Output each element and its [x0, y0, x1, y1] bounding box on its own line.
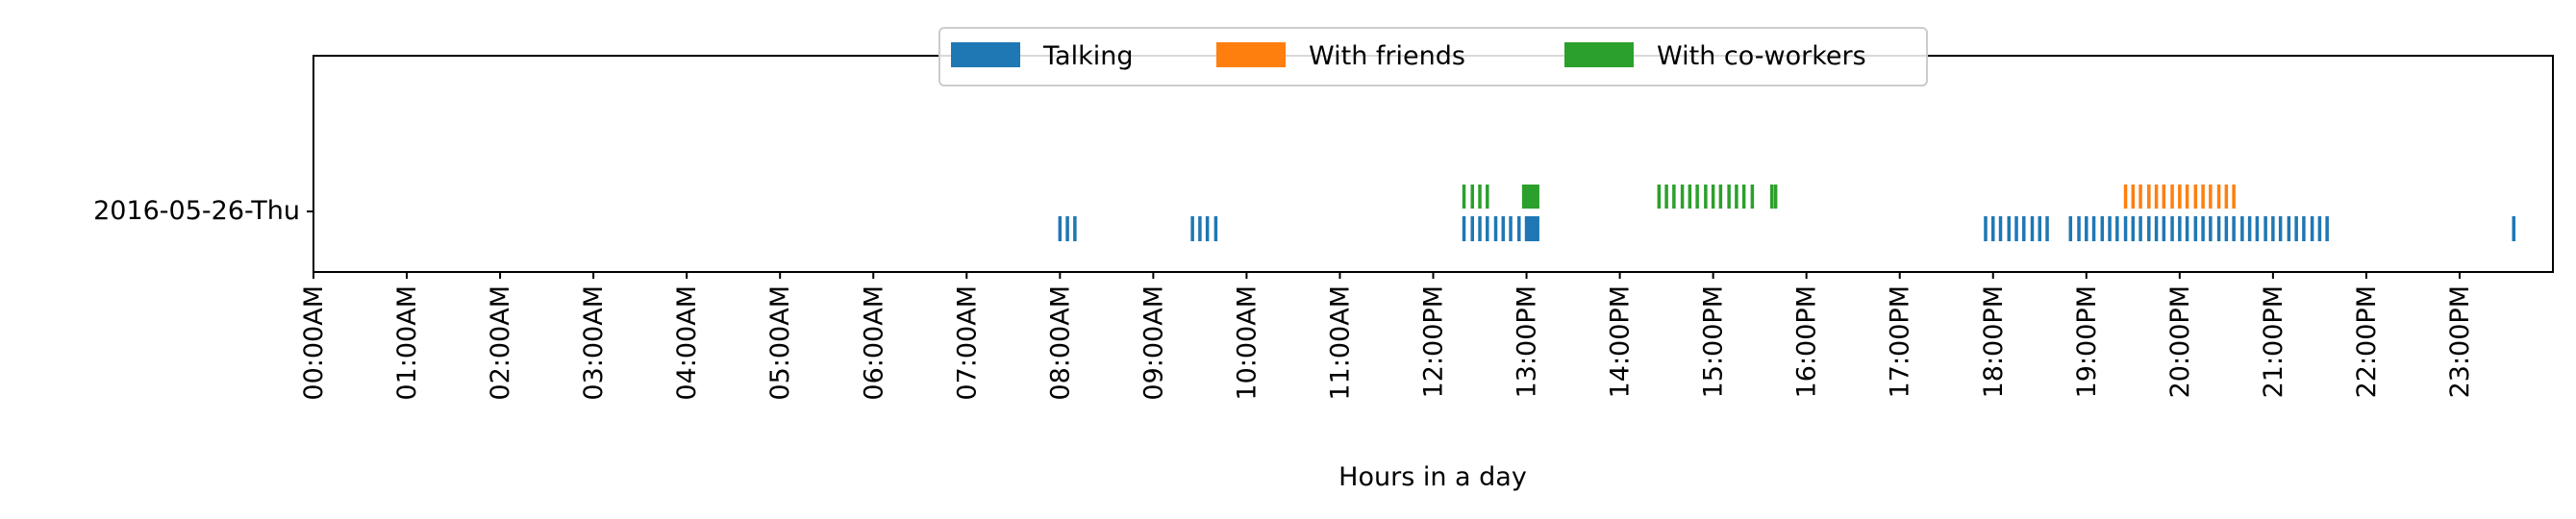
- x-tick-label: 18:00PM: [1979, 285, 2009, 398]
- x-tick-label: 21:00PM: [2259, 285, 2288, 398]
- x-tick-label: 08:00AM: [1045, 285, 1075, 401]
- x-tick-label: 07:00AM: [952, 285, 982, 401]
- x-tick-label: 06:00AM: [859, 285, 888, 401]
- x-tick-label: 17:00PM: [1886, 285, 1915, 398]
- x-tick-label: 20:00PM: [2165, 285, 2195, 398]
- x-tick-label: 03:00AM: [579, 285, 609, 401]
- x-tick-label: 04:00AM: [672, 285, 702, 401]
- legend-swatch-talking: [951, 42, 1020, 67]
- legend-swatch-with-friends: [1216, 42, 1286, 67]
- legend: Talking With friends With co-workers: [938, 27, 1928, 86]
- y-axis: 2016-05-26-Thu: [93, 196, 313, 226]
- legend-swatch-with-co-workers: [1564, 42, 1634, 67]
- legend-frame: [938, 27, 1928, 86]
- y-tick-label: 2016-05-26-Thu: [93, 196, 300, 226]
- x-tick-label: 10:00AM: [1232, 285, 1262, 401]
- x-axis: 00:00AM 01:00AM 02:00AM 03:00AM 04:00AM 05:00…: [299, 272, 2475, 401]
- legend-item-talking: Talking: [951, 41, 1133, 71]
- x-tick-label: 13:00PM: [1513, 285, 1542, 398]
- x-tick-label: 12:00PM: [1419, 285, 1449, 398]
- x-tick-label: 01:00AM: [392, 285, 422, 401]
- x-tick-label: 00:00AM: [299, 285, 329, 401]
- legend-label-talking: Talking: [1042, 41, 1133, 71]
- x-tick-label: 02:00AM: [486, 285, 515, 401]
- x-tick-label: 15:00PM: [1699, 285, 1729, 398]
- x-tick-label: 19:00PM: [2072, 285, 2102, 398]
- x-tick-label: 14:00PM: [1606, 285, 1636, 398]
- legend-item-with-friends: With friends: [1216, 41, 1465, 71]
- legend-label-with-co-workers: With co-workers: [1657, 41, 1866, 71]
- x-axis-label: Hours in a day: [1338, 462, 1527, 492]
- legend-item-with-co-workers: With co-workers: [1564, 41, 1866, 71]
- x-tick-label: 16:00PM: [1792, 285, 1822, 398]
- event-marks: [1058, 185, 2515, 241]
- x-tick-label: 09:00AM: [1138, 285, 1168, 401]
- x-tick-label: 11:00AM: [1325, 285, 1355, 401]
- x-tick-label: 05:00AM: [765, 285, 795, 401]
- x-tick-label: 22:00PM: [2352, 285, 2382, 398]
- x-tick-label: 23:00PM: [2445, 285, 2475, 398]
- legend-label-with-friends: With friends: [1309, 41, 1465, 71]
